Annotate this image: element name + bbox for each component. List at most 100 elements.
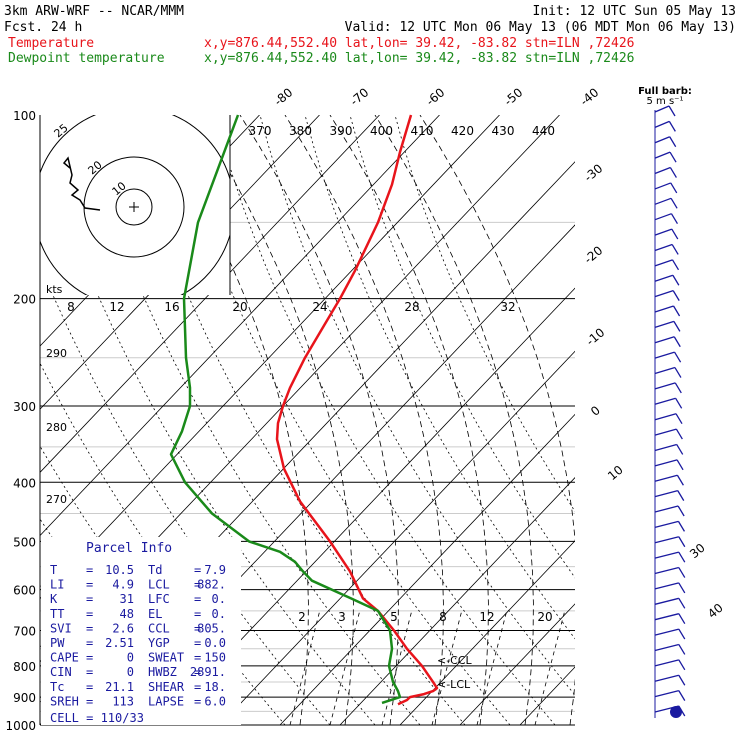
wind-barb	[654, 459, 684, 471]
parcel-equals: =	[86, 680, 93, 694]
wind-barb-flag	[678, 567, 686, 578]
wind-barb-flag	[674, 382, 682, 394]
dry-adiabat	[40, 131, 376, 725]
wind-barb-flag	[674, 351, 682, 363]
wind-barb	[654, 305, 681, 317]
parcel-label: PW	[50, 636, 65, 650]
pressure-tick-label: 600	[13, 584, 36, 598]
wind-barb	[654, 182, 678, 194]
dry-adiabat	[394, 115, 575, 513]
wind-barb	[654, 120, 676, 132]
wind-barb-flag	[668, 105, 676, 117]
parcel-label: K	[50, 592, 58, 606]
parcel-value: 113	[112, 694, 134, 708]
wind-barb	[654, 505, 685, 517]
pressure-tick-label: 100	[13, 109, 36, 123]
wind-barb	[654, 397, 683, 409]
dry-adiabat	[169, 115, 511, 725]
wind-barb-flag	[669, 136, 677, 148]
wind-barb-staff	[654, 489, 678, 498]
wind-barb	[654, 105, 676, 117]
mixing-ratio-label: 3	[338, 610, 346, 624]
wind-barb-staff	[654, 243, 673, 252]
parcel-info-row: TT = 48 EL = 0.	[50, 607, 226, 621]
isotherm-line	[459, 603, 575, 725]
wind-barb-staff	[654, 320, 675, 329]
wind-barb	[654, 613, 686, 625]
isotherm-label-right: -20	[581, 243, 605, 266]
parcel-label-2: Td	[148, 563, 162, 577]
parcel-value: 2.6	[112, 621, 134, 635]
parcel-value: 21.1	[105, 680, 134, 694]
mixing-ratio-label: 12	[479, 610, 494, 624]
dry-adiabat	[40, 263, 331, 725]
parcel-info-row: T = 10.5 Td = 7.9	[50, 563, 226, 577]
wind-barb	[654, 474, 684, 486]
pressure-tick-label: 800	[13, 660, 36, 674]
wind-barb-staff	[654, 413, 677, 421]
wind-barb-staff	[654, 659, 679, 667]
parcel-label-2: CCL	[148, 621, 170, 635]
wind-barb-staff	[654, 613, 679, 621]
isotherm-label: -40	[577, 85, 601, 108]
parcel-equals-2: =	[194, 665, 201, 679]
isotherm-line	[40, 115, 380, 473]
wind-barb	[654, 243, 679, 255]
parcel-value: 48	[120, 607, 134, 621]
dry-adiabat	[304, 115, 575, 640]
left-theta-label: 280	[46, 421, 67, 434]
wind-barb-flag	[671, 244, 679, 255]
isotherm-label-right: 0	[588, 403, 603, 419]
parcel-label: CIN	[50, 665, 72, 679]
isotherm-label-right: -30	[581, 161, 605, 184]
wind-barb	[654, 274, 680, 286]
parcel-label-2: LFC	[148, 592, 170, 606]
wind-barb-staff	[654, 566, 679, 575]
wind-barb	[654, 689, 686, 701]
wind-barb-flag	[670, 182, 678, 194]
wind-barb-staff	[654, 351, 675, 359]
wind-barb-staff	[654, 259, 673, 267]
wind-barb-staff	[654, 474, 678, 482]
moist-adiabat	[374, 115, 534, 725]
wind-barb-flag	[674, 367, 682, 378]
hodograph-trace	[62, 156, 101, 211]
wind-barb	[654, 228, 679, 240]
isotherm-label: -70	[347, 85, 371, 108]
theta-label: 440	[532, 124, 555, 138]
wind-barb-staff	[654, 182, 671, 190]
parcel-label-2: LCL	[148, 578, 170, 592]
theta-label: 410	[411, 124, 434, 138]
wind-barb-staff	[654, 628, 679, 636]
isotherm-label-right: 40	[705, 601, 726, 622]
dewpoint-trace	[169, 114, 402, 705]
wind-barb-flag	[676, 474, 684, 486]
dewpoint-label: Dewpoint temperature	[8, 51, 165, 66]
parcel-value: 0	[127, 665, 134, 679]
wind-barb-staff	[654, 459, 678, 467]
pressure-tick-label: 1000	[5, 719, 36, 733]
wind-barb-flag	[678, 613, 686, 625]
parcel-equals-2: =	[194, 592, 201, 606]
wind-barb	[654, 443, 684, 455]
full-barb-label: Full barb:	[638, 86, 692, 97]
parcel-equals: =	[86, 607, 93, 621]
parcel-equals: =	[86, 592, 93, 606]
wind-barb	[654, 536, 686, 548]
wind-barb-staff	[654, 443, 677, 452]
moist-adiabat	[194, 115, 354, 725]
wind-barb-staff	[654, 336, 675, 344]
parcel-equals: =	[86, 578, 93, 592]
parcel-info-panel: Parcel Info T = 10.5 Td = 7.9LI = 4.9 LCL =882.K =…	[41, 537, 241, 725]
wind-barb-staff	[654, 366, 676, 375]
wind-barb-staff	[654, 305, 674, 313]
model-title: 3km ARW-WRF -- NCAR/MMM	[4, 4, 184, 19]
parcel-info-row: PW = 2.51 YGP = 0.0	[50, 636, 226, 650]
moist-adiabat	[239, 115, 399, 725]
parcel-label-2: SWEAT	[148, 651, 184, 665]
wind-barb	[654, 551, 686, 563]
wind-barb-flag	[678, 674, 686, 686]
wind-barb-flag	[678, 690, 686, 701]
wind-barb-staff	[654, 397, 676, 405]
hodo-speed-label: 32	[500, 300, 515, 314]
